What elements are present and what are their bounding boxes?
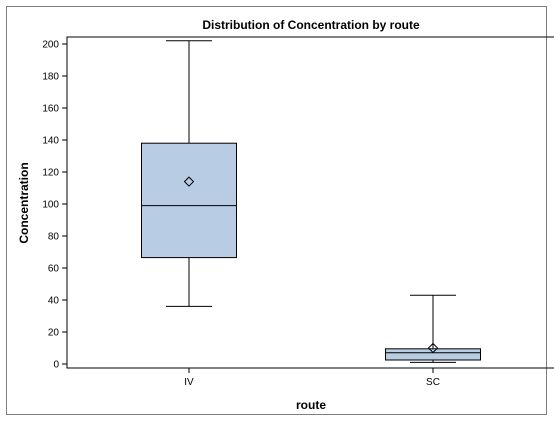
box-iv bbox=[141, 40, 237, 307]
x-tick-label: IV bbox=[184, 377, 194, 388]
chart-frame bbox=[6, 6, 547, 415]
y-tick-label: 160 bbox=[42, 104, 59, 115]
y-tick-label: 180 bbox=[42, 72, 59, 83]
x-axis: IV SC bbox=[184, 368, 440, 388]
x-axis-label: route bbox=[296, 398, 326, 412]
y-tick-label: 140 bbox=[42, 136, 59, 147]
y-tick-label: 60 bbox=[48, 264, 60, 275]
iqr-box bbox=[141, 142, 237, 259]
plot-area bbox=[66, 36, 554, 369]
y-tick-label: 80 bbox=[48, 232, 60, 243]
y-tick-label: 120 bbox=[42, 168, 59, 179]
y-tick-label: 200 bbox=[42, 40, 59, 51]
y-tick-label: 0 bbox=[53, 360, 59, 371]
mean-marker bbox=[427, 342, 439, 354]
x-tick-label: SC bbox=[426, 377, 440, 388]
y-axis-label: Concentration bbox=[17, 162, 31, 243]
box-sc bbox=[385, 294, 481, 363]
y-tick-label: 20 bbox=[48, 328, 60, 339]
y-axis: 0 20 40 60 80 100 120 140 160 180 200 bbox=[42, 40, 67, 371]
y-tick-label: 100 bbox=[42, 200, 59, 211]
iqr-box bbox=[385, 348, 481, 361]
boxes-group bbox=[141, 40, 481, 363]
mean-marker bbox=[183, 176, 195, 187]
y-tick-label: 40 bbox=[48, 296, 60, 307]
chart-title: Distribution of Concentration by route bbox=[202, 18, 420, 32]
